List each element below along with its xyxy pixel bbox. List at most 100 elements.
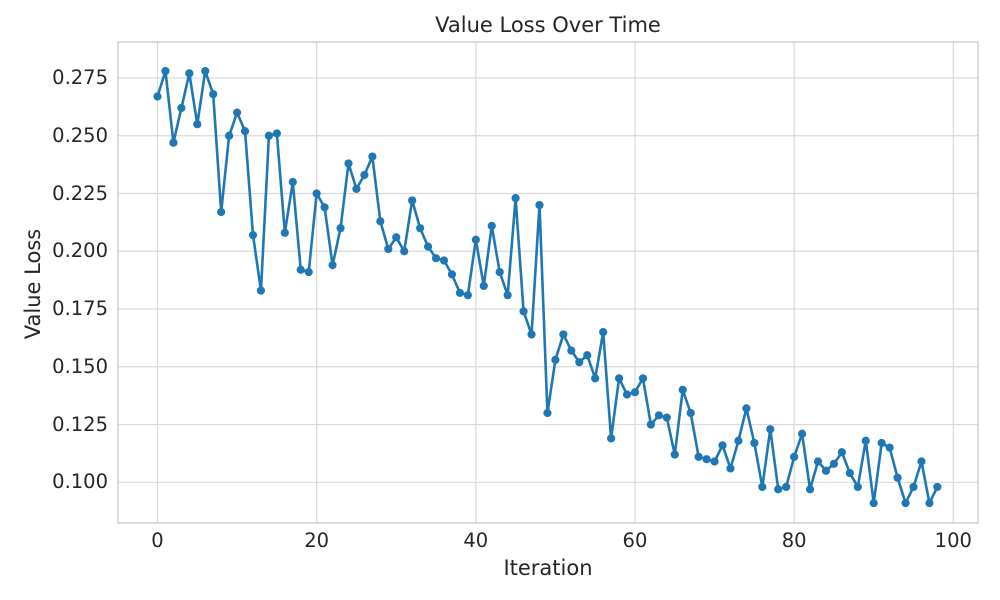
data-point-marker [423, 242, 433, 251]
data-point-marker [240, 127, 250, 136]
data-point-marker [471, 235, 480, 244]
x-tick-label: 20 [304, 529, 330, 552]
data-point-marker [431, 254, 441, 263]
data-point-marker [622, 390, 632, 399]
data-point-marker [607, 434, 616, 443]
data-point-marker [662, 413, 671, 422]
data-point-marker [646, 420, 655, 429]
data-point-marker [455, 288, 465, 297]
data-point-marker [296, 265, 305, 274]
data-point-marker [917, 457, 926, 466]
y-tick-label: 0.250 [52, 123, 108, 147]
data-point-marker [328, 261, 337, 270]
data-point-marker [742, 404, 751, 413]
data-point-marker [702, 455, 711, 464]
data-point-marker [837, 448, 846, 457]
data-point-marker [264, 131, 274, 140]
data-point-marker [288, 177, 297, 187]
data-point-marker [686, 408, 695, 418]
data-point-marker [750, 438, 759, 448]
data-point-marker [193, 120, 202, 129]
x-tick-label: 60 [622, 529, 648, 552]
data-point-marker [797, 429, 807, 438]
plot-border [117, 41, 979, 524]
data-point-marker [726, 464, 735, 473]
data-point-marker [479, 281, 488, 291]
y-tick-label: 0.125 [52, 412, 108, 436]
data-point-marker [805, 485, 815, 494]
data-point-marker [869, 498, 878, 508]
data-point-marker [320, 203, 329, 212]
y-tick-label: 0.275 [52, 66, 108, 89]
data-point-marker [790, 452, 799, 461]
data-point-marker [217, 207, 226, 217]
data-point-marker [352, 184, 361, 193]
x-tick-label: 0 [151, 529, 164, 552]
data-point-marker [543, 408, 552, 418]
data-point-marker [877, 438, 886, 448]
data-point-marker [638, 374, 648, 383]
data-point-marker [416, 224, 425, 233]
data-point-marker [614, 374, 624, 383]
data-point-marker [575, 358, 584, 367]
data-point-marker [360, 170, 369, 180]
data-point-marker [925, 498, 934, 508]
data-point-marker [400, 247, 409, 256]
x-tick-label: 80 [781, 529, 807, 552]
data-point-marker [654, 411, 663, 420]
value-loss-series [153, 66, 942, 508]
data-point-marker [463, 291, 472, 300]
data-point-marker [734, 436, 743, 445]
data-point-marker [829, 459, 839, 468]
data-point-marker [280, 228, 289, 237]
data-point-marker [901, 498, 910, 508]
data-point-marker [694, 452, 703, 461]
data-point-marker [185, 69, 194, 78]
data-point-marker [599, 328, 608, 337]
data-point-marker [336, 224, 345, 233]
data-point-marker [248, 230, 258, 240]
data-point-marker [503, 291, 512, 300]
data-point-marker [153, 92, 162, 101]
data-point-marker [774, 485, 783, 494]
data-point-marker [177, 103, 186, 113]
data-point-marker [312, 189, 321, 198]
data-point-marker [408, 196, 417, 205]
y-tick-label: 0.200 [52, 239, 108, 263]
data-point-marker [885, 443, 894, 452]
data-point-marker [710, 457, 719, 466]
data-point-marker [567, 346, 576, 355]
data-point-marker [630, 388, 640, 397]
data-point-marker [368, 152, 377, 161]
chart-title: Value Loss Over Time [435, 13, 661, 37]
data-point-marker [845, 468, 854, 478]
data-point-marker [487, 221, 496, 230]
data-point-marker [209, 90, 218, 99]
data-point-marker [392, 233, 401, 242]
data-point-marker [909, 482, 918, 492]
data-point-marker [813, 457, 823, 466]
data-point-marker [201, 66, 210, 76]
x-tick-label: 40 [463, 529, 489, 552]
data-point-marker [439, 256, 449, 265]
x-tick-label: 100 [934, 529, 972, 552]
y-tick-label: 0.150 [52, 354, 108, 378]
data-point-marker [933, 482, 942, 492]
data-point-marker [718, 441, 727, 450]
data-point-marker [535, 200, 544, 210]
data-point-marker [853, 482, 862, 492]
data-point-marker [384, 244, 393, 254]
data-point-marker [225, 131, 234, 140]
data-point-marker [344, 159, 353, 168]
data-point-marker [893, 473, 902, 482]
data-point-marker [169, 138, 178, 147]
data-point-marker [583, 351, 592, 360]
data-point-marker [232, 108, 242, 117]
grid-lines [118, 42, 978, 523]
y-tick-label: 0.175 [52, 297, 108, 321]
data-point-marker [591, 374, 600, 383]
data-point-marker [272, 129, 281, 138]
data-point-marker [161, 66, 170, 76]
